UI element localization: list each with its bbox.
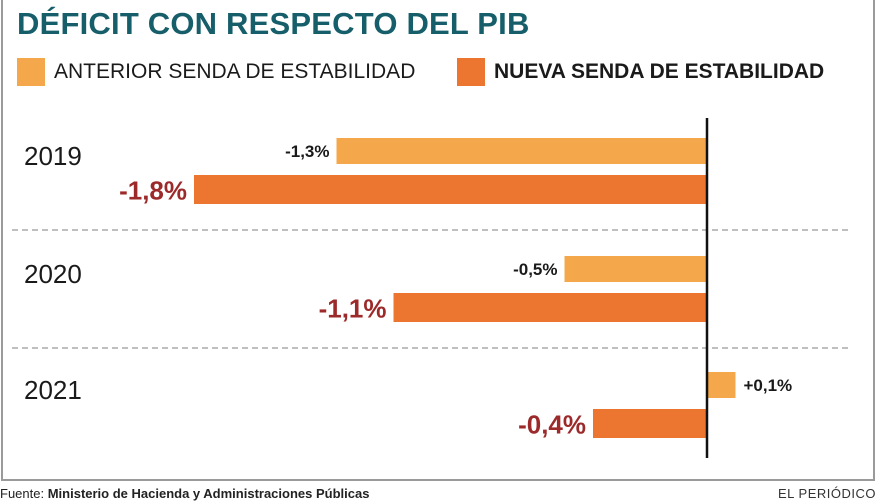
legend-label-nueva: NUEVA SENDA DE ESTABILIDAD [494,60,825,83]
bar-anterior [707,372,736,398]
category-label: 2021 [24,375,82,405]
brand-logo: EL PERIÓDICO [778,486,876,501]
chart-frame [1,0,875,481]
source-name: Ministerio de Hacienda y Administracione… [47,486,370,501]
category-label: 2019 [24,141,82,171]
bar-nueva [393,293,707,322]
data-label-nueva: -0,4% [518,410,586,440]
data-label-anterior: -1,3% [285,142,329,161]
data-label-nueva: -1,8% [119,176,187,206]
data-label-anterior: -0,5% [513,260,557,279]
data-label-anterior: +0,1% [744,376,793,395]
chart-title: DÉFICIT CON RESPECTO DEL PIB [17,6,530,41]
category-label: 2020 [24,259,82,289]
source-prefix: Fuente: [0,486,45,501]
legend-item-anterior: ANTERIOR SENDA DE ESTABILIDAD [17,58,415,86]
legend-item-nueva: NUEVA SENDA DE ESTABILIDAD [457,58,824,86]
bar-anterior [564,256,707,282]
bar-anterior [336,138,707,164]
bar-nueva [194,175,707,204]
legend-swatch-anterior [17,58,45,86]
source-note: Fuente: Ministerio de Hacienda y Adminis… [0,486,369,501]
bar-nueva [593,409,707,438]
legend-swatch-nueva [457,58,485,86]
legend-label-anterior: ANTERIOR SENDA DE ESTABILIDAD [54,60,416,83]
data-label-nueva: -1,1% [319,294,387,324]
